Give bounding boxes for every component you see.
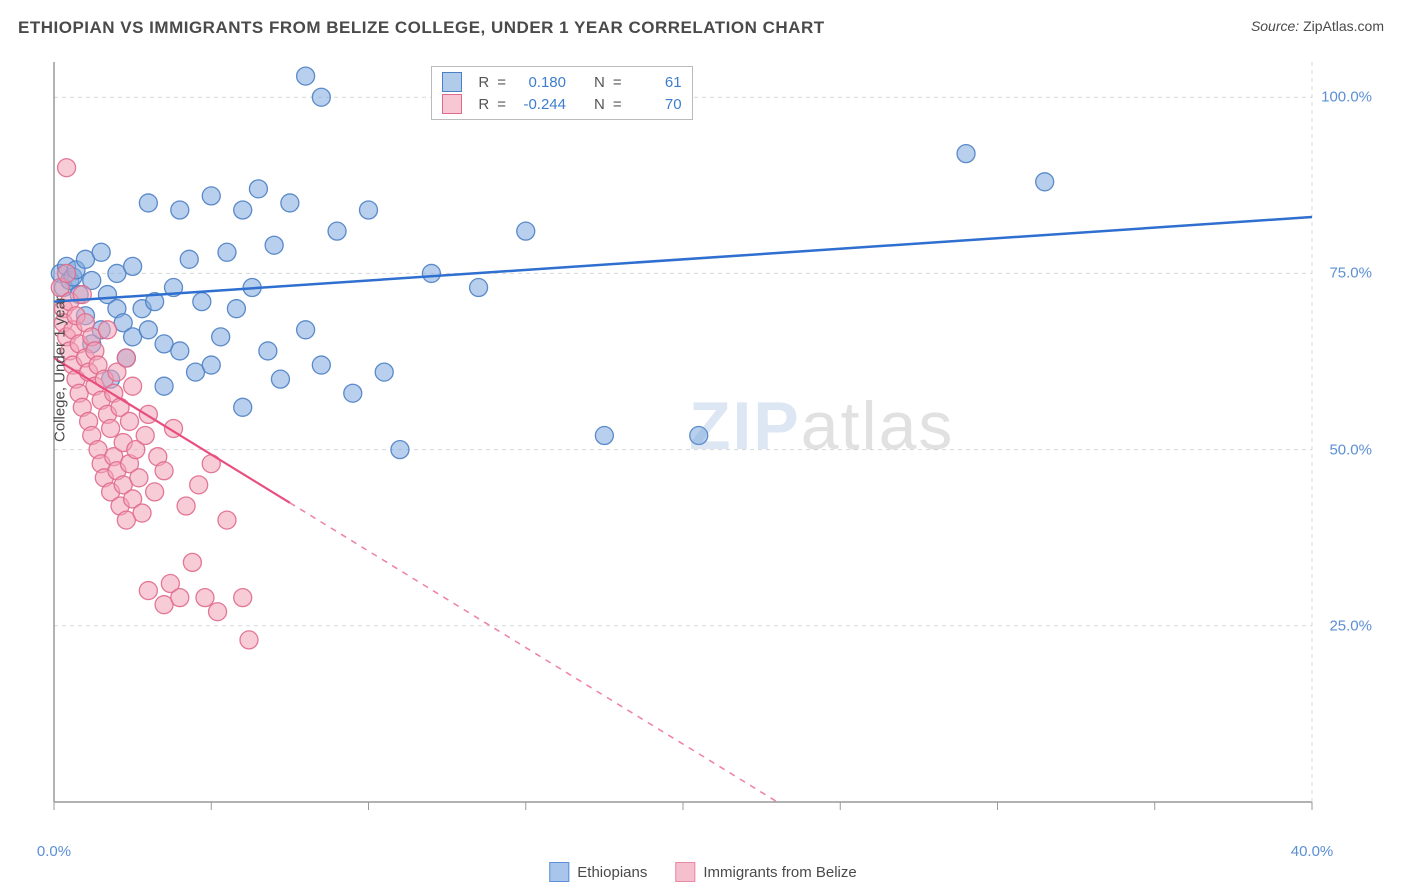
scatter-point	[102, 419, 120, 437]
scatter-point	[517, 222, 535, 240]
r-value: -0.244	[514, 96, 566, 113]
scatter-point	[1036, 173, 1054, 191]
scatter-point	[183, 553, 201, 571]
scatter-point	[212, 328, 230, 346]
legend-item: Immigrants from Belize	[675, 862, 856, 882]
plot-area: ZIPatlas R=0.180N=61R=-0.244N=70 College…	[48, 52, 1382, 832]
scatter-point	[130, 469, 148, 487]
scatter-point	[297, 321, 315, 339]
scatter-point	[190, 476, 208, 494]
y-tick-label: 50.0%	[1329, 441, 1372, 458]
scatter-point	[209, 603, 227, 621]
scatter-point	[218, 243, 236, 261]
scatter-point	[139, 194, 157, 212]
scatter-point	[117, 349, 135, 367]
chart-container: ETHIOPIAN VS IMMIGRANTS FROM BELIZE COLL…	[0, 0, 1406, 892]
scatter-point	[218, 511, 236, 529]
scatter-point	[171, 589, 189, 607]
r-label: R	[478, 74, 489, 91]
scatter-point	[139, 321, 157, 339]
scatter-point	[124, 257, 142, 275]
scatter-point	[234, 201, 252, 219]
scatter-point	[202, 187, 220, 205]
stats-row: R = -0.244 N = 70	[442, 93, 681, 115]
scatter-point	[271, 370, 289, 388]
legend-swatch	[675, 862, 695, 882]
scatter-point	[312, 356, 330, 374]
n-label: N	[594, 74, 605, 91]
scatter-point	[234, 398, 252, 416]
scatter-point	[240, 631, 258, 649]
scatter-point	[196, 589, 214, 607]
scatter-point	[120, 412, 138, 430]
scatter-point	[58, 264, 76, 282]
legend-item: Ethiopians	[549, 862, 647, 882]
scatter-point	[136, 427, 154, 445]
x-tick-label: 0.0%	[37, 843, 71, 860]
scatter-point	[177, 497, 195, 515]
scatter-point	[470, 279, 488, 297]
scatter-point	[328, 222, 346, 240]
scatter-point	[171, 201, 189, 219]
chart-title: ETHIOPIAN VS IMMIGRANTS FROM BELIZE COLL…	[18, 18, 825, 38]
scatter-point	[155, 377, 173, 395]
series-swatch	[442, 72, 462, 92]
equals: =	[613, 74, 622, 91]
scatter-point	[259, 342, 277, 360]
chart-svg	[48, 52, 1382, 832]
scatter-point	[133, 504, 151, 522]
n-value: 70	[630, 96, 682, 113]
scatter-point	[124, 377, 142, 395]
scatter-point	[227, 300, 245, 318]
scatter-point	[690, 427, 708, 445]
scatter-point	[98, 321, 116, 339]
scatter-point	[595, 427, 613, 445]
legend-label: Immigrants from Belize	[703, 864, 856, 881]
scatter-point	[202, 356, 220, 374]
y-tick-label: 100.0%	[1321, 89, 1372, 106]
r-value: 0.180	[514, 74, 566, 91]
n-value: 61	[630, 74, 682, 91]
trend-line-extrapolated	[290, 503, 777, 802]
x-tick-label: 40.0%	[1291, 843, 1334, 860]
scatter-point	[139, 582, 157, 600]
scatter-point	[180, 250, 198, 268]
scatter-point	[422, 264, 440, 282]
scatter-point	[171, 342, 189, 360]
scatter-point	[265, 236, 283, 254]
equals: =	[497, 74, 506, 91]
scatter-point	[360, 201, 378, 219]
legend-label: Ethiopians	[577, 864, 647, 881]
scatter-point	[92, 243, 110, 261]
r-label: R	[478, 96, 489, 113]
source-value: ZipAtlas.com	[1303, 18, 1384, 34]
source-label: Source:	[1251, 18, 1299, 34]
scatter-point	[312, 88, 330, 106]
trend-line	[54, 217, 1312, 302]
legend-swatch	[549, 862, 569, 882]
scatter-point	[391, 441, 409, 459]
stats-legend-box: R = 0.180 N = 61 R = -0.244 N = 70	[431, 66, 692, 120]
scatter-point	[234, 589, 252, 607]
y-axis-title: College, Under 1 year	[52, 296, 69, 442]
scatter-point	[297, 67, 315, 85]
source-credit: Source: ZipAtlas.com	[1251, 18, 1384, 34]
series-swatch	[442, 94, 462, 114]
y-tick-label: 25.0%	[1329, 617, 1372, 634]
scatter-point	[155, 462, 173, 480]
scatter-point	[375, 363, 393, 381]
scatter-point	[249, 180, 267, 198]
scatter-point	[957, 145, 975, 163]
equals: =	[613, 96, 622, 113]
n-label: N	[594, 96, 605, 113]
scatter-point	[281, 194, 299, 212]
bottom-legend: Ethiopians Immigrants from Belize	[549, 862, 856, 882]
scatter-point	[58, 159, 76, 177]
y-tick-label: 75.0%	[1329, 265, 1372, 282]
scatter-point	[146, 483, 164, 501]
stats-row: R = 0.180 N = 61	[442, 71, 681, 93]
equals: =	[497, 96, 506, 113]
scatter-point	[344, 384, 362, 402]
scatter-point	[193, 293, 211, 311]
